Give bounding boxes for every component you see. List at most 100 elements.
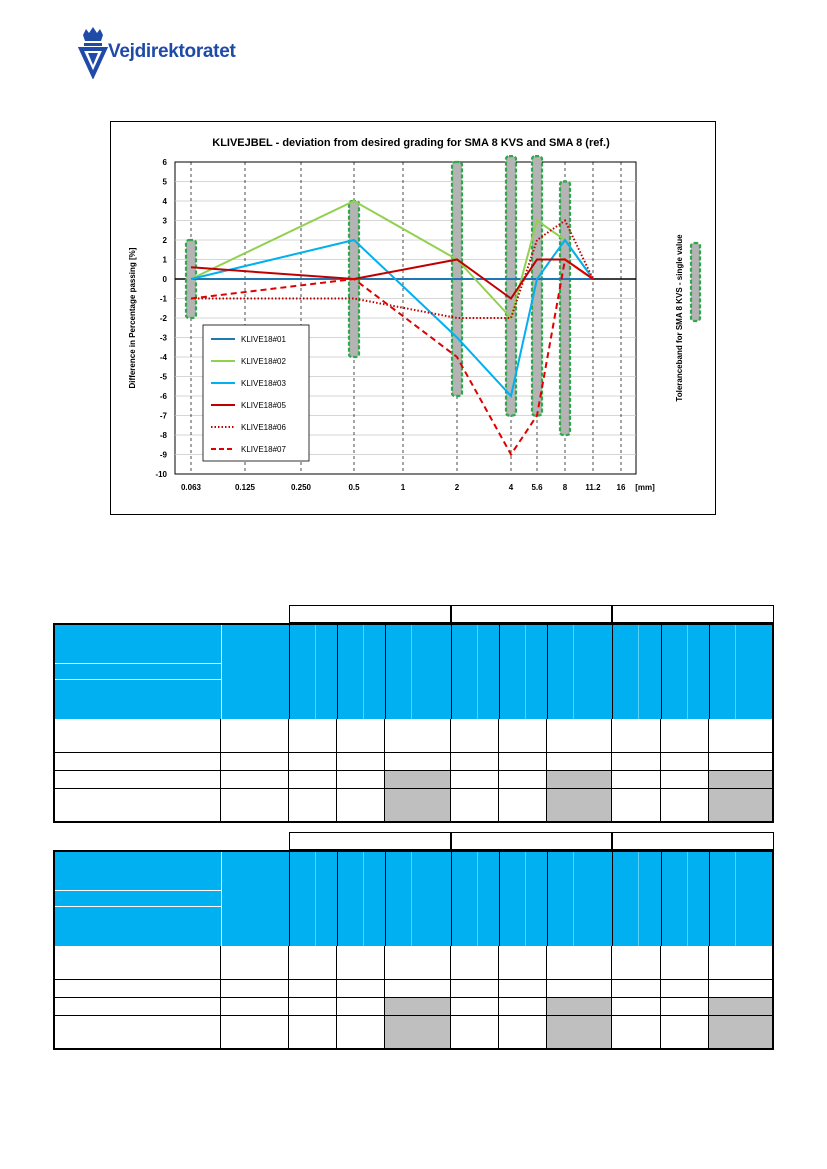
table-2-cell — [661, 980, 709, 998]
series-line-klive18-06 — [191, 219, 594, 319]
y-tick-label: -2 — [160, 314, 168, 323]
table-2-cell — [53, 1016, 221, 1050]
table-2-cell — [451, 1016, 499, 1050]
table-2-cell — [53, 946, 221, 980]
table-1-cell — [499, 789, 547, 823]
x-tick-label: 1 — [401, 483, 406, 492]
table-1-cell — [451, 719, 499, 753]
table-1-cell — [709, 753, 774, 771]
table-1-cell — [499, 719, 547, 753]
table-2-cell — [221, 980, 289, 998]
table-1-cell — [709, 719, 774, 753]
x-tick-label: 11.2 — [585, 483, 601, 492]
table-1-cell — [547, 719, 612, 753]
table-1-cell — [451, 753, 499, 771]
tolerance-band — [530, 155, 544, 417]
y-tick-label: -9 — [160, 451, 168, 460]
y-tick-label: -1 — [160, 295, 168, 304]
table-2-cell — [612, 946, 661, 980]
y-tick-label: 2 — [163, 236, 168, 245]
table-2-cell — [53, 980, 221, 998]
legend-entry: KLIVE18#07 — [241, 445, 286, 454]
table-1-header-divider — [337, 623, 338, 719]
table-1-cell — [385, 719, 451, 753]
legend-entry: KLIVE18#05 — [241, 401, 286, 410]
table-2-cell — [709, 998, 774, 1016]
table-1-cell — [661, 719, 709, 753]
table-2-cell — [221, 998, 289, 1016]
table-1-header-divider — [221, 623, 222, 719]
table-1-header-subline — [638, 623, 639, 719]
legend-entry: KLIVE18#06 — [241, 423, 286, 432]
table-2-cell — [547, 1016, 612, 1050]
table-2-header-divider — [451, 850, 452, 946]
table-2-header-divider — [385, 850, 386, 946]
table-1-header — [53, 623, 774, 719]
x-tick-label: 2 — [455, 483, 460, 492]
legend-entry: KLIVE18#01 — [241, 335, 286, 344]
legend-entry: KLIVE18#02 — [241, 357, 286, 366]
x-tick-label: 16 — [617, 483, 626, 492]
table-1-cell — [709, 771, 774, 789]
vejdirektoratet-logo: Vejdirektoratet — [77, 27, 268, 80]
table-1-header-subline — [411, 623, 412, 719]
table-1-cell — [451, 771, 499, 789]
table-2-cell — [547, 946, 612, 980]
table-2-header-divider — [709, 850, 710, 946]
table-1-header-divider — [612, 623, 613, 719]
table-1-cell — [612, 771, 661, 789]
table-1-cell — [221, 771, 289, 789]
table-2-cell — [221, 946, 289, 980]
table-2-header-subline — [525, 850, 526, 946]
table-1-header-divider — [661, 623, 662, 719]
table-2-cell — [499, 946, 547, 980]
table-1-cell — [661, 789, 709, 823]
y-tick-label: -6 — [160, 392, 168, 401]
y-tick-label: 4 — [163, 197, 168, 206]
table-2-header-divider — [612, 850, 613, 946]
table-1-cell — [661, 771, 709, 789]
table-2-header-divider — [499, 850, 500, 946]
table-1-header-subline — [735, 623, 736, 719]
chart-title: KLIVEJBEL - deviation from desired gradi… — [212, 137, 610, 149]
table-2-cell — [337, 998, 385, 1016]
table-2-cell — [547, 980, 612, 998]
crown-shield-icon — [77, 27, 109, 80]
table-2-cell — [709, 1016, 774, 1050]
table-2-cell — [451, 946, 499, 980]
table-1-cell — [709, 789, 774, 823]
table-2-header-rule — [53, 906, 221, 907]
table-1-cell — [53, 771, 221, 789]
table-1-header-divider — [451, 623, 452, 719]
table-1-cell — [221, 719, 289, 753]
x-tick-label: 4 — [509, 483, 514, 492]
y-tick-label: -7 — [160, 412, 168, 421]
table-2-header-subline — [411, 850, 412, 946]
table-1-cell — [337, 719, 385, 753]
table-2-header — [53, 850, 774, 946]
y-tick-label: 1 — [163, 256, 168, 265]
table-1-cell — [499, 753, 547, 771]
table-2-cell — [289, 980, 337, 998]
table-2-cell — [289, 998, 337, 1016]
legend-box — [202, 324, 310, 462]
table-2-cell — [612, 980, 661, 998]
table-2-cell — [385, 946, 451, 980]
table-1-header-divider — [289, 623, 290, 719]
table-2-cell — [53, 998, 221, 1016]
table-2-cell — [661, 946, 709, 980]
table-2-header-divider — [661, 850, 662, 946]
table-2-cell — [612, 1016, 661, 1050]
table-1-header-divider — [385, 623, 386, 719]
table-1-header-subline — [315, 623, 316, 719]
table-1-cell — [221, 753, 289, 771]
table-1-header-divider — [499, 623, 500, 719]
y-tick-label: 3 — [163, 217, 168, 226]
table-1-group-header — [451, 605, 612, 623]
table-2-header-subline — [477, 850, 478, 946]
y-tick-label: -3 — [160, 334, 168, 343]
table-1-cell — [661, 753, 709, 771]
table-1-header-rule — [53, 679, 221, 680]
table-1-cell — [289, 771, 337, 789]
table-2-cell — [337, 980, 385, 998]
